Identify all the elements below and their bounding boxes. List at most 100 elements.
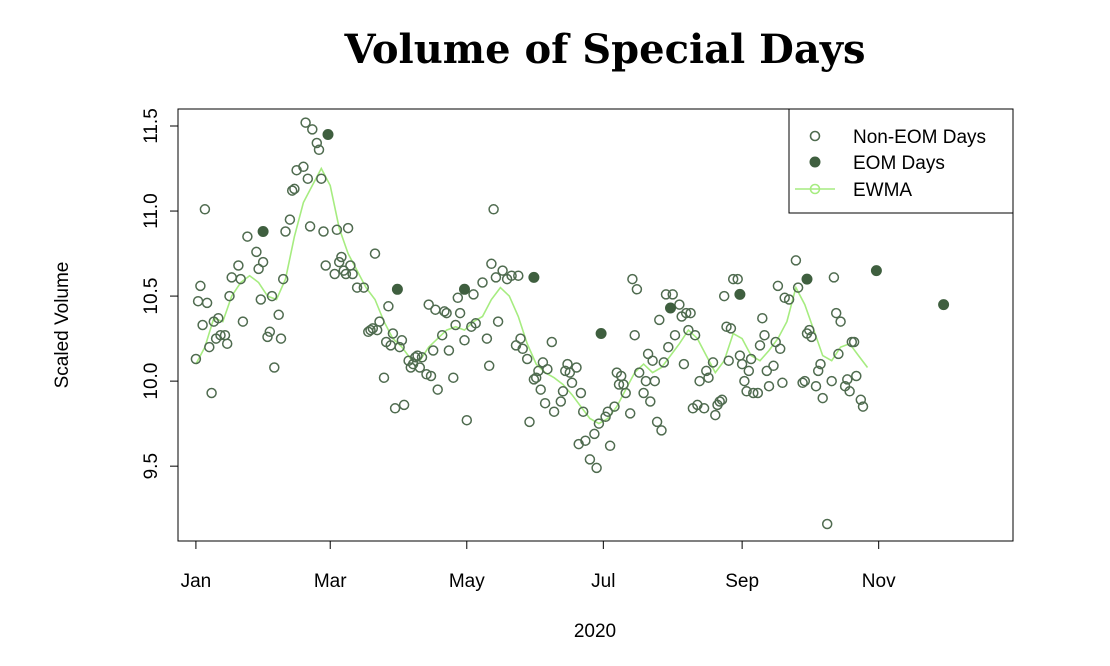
non-eom-point — [273, 309, 284, 321]
non-eom-point — [383, 301, 394, 312]
non-eom-point — [342, 222, 354, 234]
non-eom-point — [192, 295, 204, 307]
y-axis-label: Scaled Volume — [52, 262, 73, 389]
non-eom-point — [255, 294, 267, 305]
non-eom-point — [602, 406, 614, 417]
y-tick-label: 11.0 — [141, 193, 162, 229]
non-eom-point — [732, 273, 743, 285]
non-eom-point — [743, 365, 755, 377]
non-eom-point — [593, 418, 605, 429]
non-eom-point — [557, 386, 569, 397]
non-eom-point — [857, 401, 869, 412]
eom-point — [870, 265, 882, 277]
non-eom-point — [275, 333, 287, 344]
chart-title: Volume of Special Days — [343, 26, 865, 73]
non-eom-point — [714, 396, 725, 407]
non-eom-point — [633, 367, 645, 378]
non-eom-point — [812, 365, 824, 377]
non-eom-point — [575, 387, 587, 399]
non-eom-series — [190, 117, 869, 530]
non-eom-point — [772, 280, 784, 292]
non-eom-point — [745, 353, 757, 365]
non-eom-point — [237, 316, 249, 327]
non-eom-point — [566, 377, 578, 389]
non-eom-point — [215, 329, 226, 341]
non-eom-point — [774, 343, 786, 355]
non-eom-point — [763, 380, 775, 392]
x-axis: Jan Mar May Jul Sep Nov — [181, 540, 896, 592]
non-eom-point — [365, 324, 376, 336]
non-eom-point — [604, 440, 616, 452]
non-eom-point — [242, 231, 253, 242]
non-eom-point — [546, 336, 558, 348]
non-eom-point — [727, 273, 739, 285]
non-eom-point — [703, 372, 714, 383]
non-eom-point — [277, 273, 289, 285]
non-eom-point — [844, 386, 855, 397]
non-eom-point — [280, 226, 291, 237]
non-eom-point — [394, 341, 405, 353]
non-eom-point — [678, 358, 690, 370]
non-eom-point — [492, 316, 504, 327]
x-tick-label: Jan — [181, 571, 212, 592]
non-eom-point — [396, 335, 408, 346]
y-tick-label: 11.5 — [141, 108, 162, 144]
eom-point — [665, 302, 676, 314]
non-eom-point — [513, 270, 524, 281]
non-eom-point — [430, 304, 441, 315]
non-eom-point — [638, 387, 649, 399]
non-eom-point — [631, 284, 643, 295]
non-eom-point — [539, 397, 551, 409]
legend-ewma-label: EWMA — [853, 180, 912, 201]
non-eom-point — [790, 255, 802, 266]
non-eom-point — [667, 289, 678, 300]
legend-non-eom-marker — [809, 130, 821, 142]
y-tick-label: 10.0 — [141, 363, 162, 400]
non-eom-point — [609, 401, 620, 412]
eom-point — [595, 328, 607, 339]
non-eom-point — [580, 435, 591, 446]
non-eom-point — [358, 282, 370, 293]
non-eom-point — [806, 331, 817, 343]
non-eom-point — [535, 384, 546, 395]
non-eom-point — [741, 386, 752, 397]
non-eom-point — [454, 307, 466, 319]
x-tick-label: Jul — [591, 571, 615, 592]
non-eom-point — [748, 387, 759, 399]
non-eom-point — [555, 396, 567, 407]
non-eom-point — [821, 518, 833, 530]
non-eom-point — [436, 329, 448, 341]
non-eom-point — [439, 306, 450, 317]
non-eom-point — [448, 372, 459, 383]
non-eom-point — [226, 272, 237, 283]
non-eom-point — [262, 331, 273, 343]
non-eom-point — [645, 396, 656, 407]
non-eom-point — [542, 363, 553, 375]
non-eom-point — [387, 328, 399, 339]
non-eom-point — [201, 297, 213, 309]
non-eom-point — [235, 273, 246, 285]
non-eom-point — [685, 307, 696, 319]
non-eom-point — [233, 260, 244, 271]
non-eom-point — [600, 411, 611, 423]
eom-point — [459, 283, 470, 295]
eom-point — [257, 226, 269, 237]
non-eom-point — [313, 144, 325, 156]
non-eom-point — [851, 370, 862, 382]
non-eom-point — [195, 280, 206, 292]
non-eom-point — [452, 292, 464, 304]
non-eom-point — [835, 316, 846, 327]
non-eom-point — [336, 251, 347, 263]
non-eom-point — [199, 204, 211, 215]
non-eom-point — [754, 340, 766, 351]
eom-point — [938, 299, 950, 311]
non-eom-point — [468, 289, 479, 300]
non-eom-point — [640, 375, 652, 387]
non-eom-point — [654, 314, 665, 326]
non-eom-point — [674, 299, 685, 310]
y-tick-label: 9.5 — [141, 453, 162, 479]
non-eom-point — [304, 221, 316, 232]
non-eom-point — [483, 360, 495, 372]
non-eom-point — [828, 272, 840, 283]
non-eom-point — [316, 173, 327, 184]
